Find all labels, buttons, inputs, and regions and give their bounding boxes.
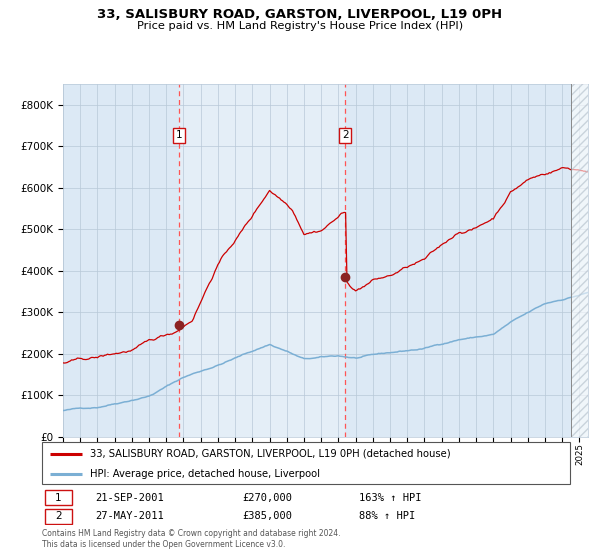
Text: 88% ↑ HPI: 88% ↑ HPI (359, 511, 415, 521)
Text: 2: 2 (342, 130, 349, 140)
FancyBboxPatch shape (44, 491, 72, 505)
Text: 163% ↑ HPI: 163% ↑ HPI (359, 493, 421, 503)
Text: 1: 1 (55, 493, 62, 503)
Text: 27-MAY-2011: 27-MAY-2011 (95, 511, 164, 521)
Text: Contains HM Land Registry data © Crown copyright and database right 2024.
This d: Contains HM Land Registry data © Crown c… (42, 529, 341, 549)
Text: 21-SEP-2001: 21-SEP-2001 (95, 493, 164, 503)
Text: HPI: Average price, detached house, Liverpool: HPI: Average price, detached house, Live… (89, 469, 320, 479)
Bar (179, 84, 345, 437)
Text: £385,000: £385,000 (242, 511, 293, 521)
Text: £270,000: £270,000 (242, 493, 293, 503)
Text: 1: 1 (175, 130, 182, 140)
FancyBboxPatch shape (42, 442, 570, 484)
Text: Price paid vs. HM Land Registry's House Price Index (HPI): Price paid vs. HM Land Registry's House … (137, 21, 463, 31)
Bar (571, 84, 588, 437)
Text: 33, SALISBURY ROAD, GARSTON, LIVERPOOL, L19 0PH (detached house): 33, SALISBURY ROAD, GARSTON, LIVERPOOL, … (89, 449, 450, 459)
FancyBboxPatch shape (44, 509, 72, 524)
Text: 2: 2 (55, 511, 62, 521)
Text: 33, SALISBURY ROAD, GARSTON, LIVERPOOL, L19 0PH: 33, SALISBURY ROAD, GARSTON, LIVERPOOL, … (97, 8, 503, 21)
